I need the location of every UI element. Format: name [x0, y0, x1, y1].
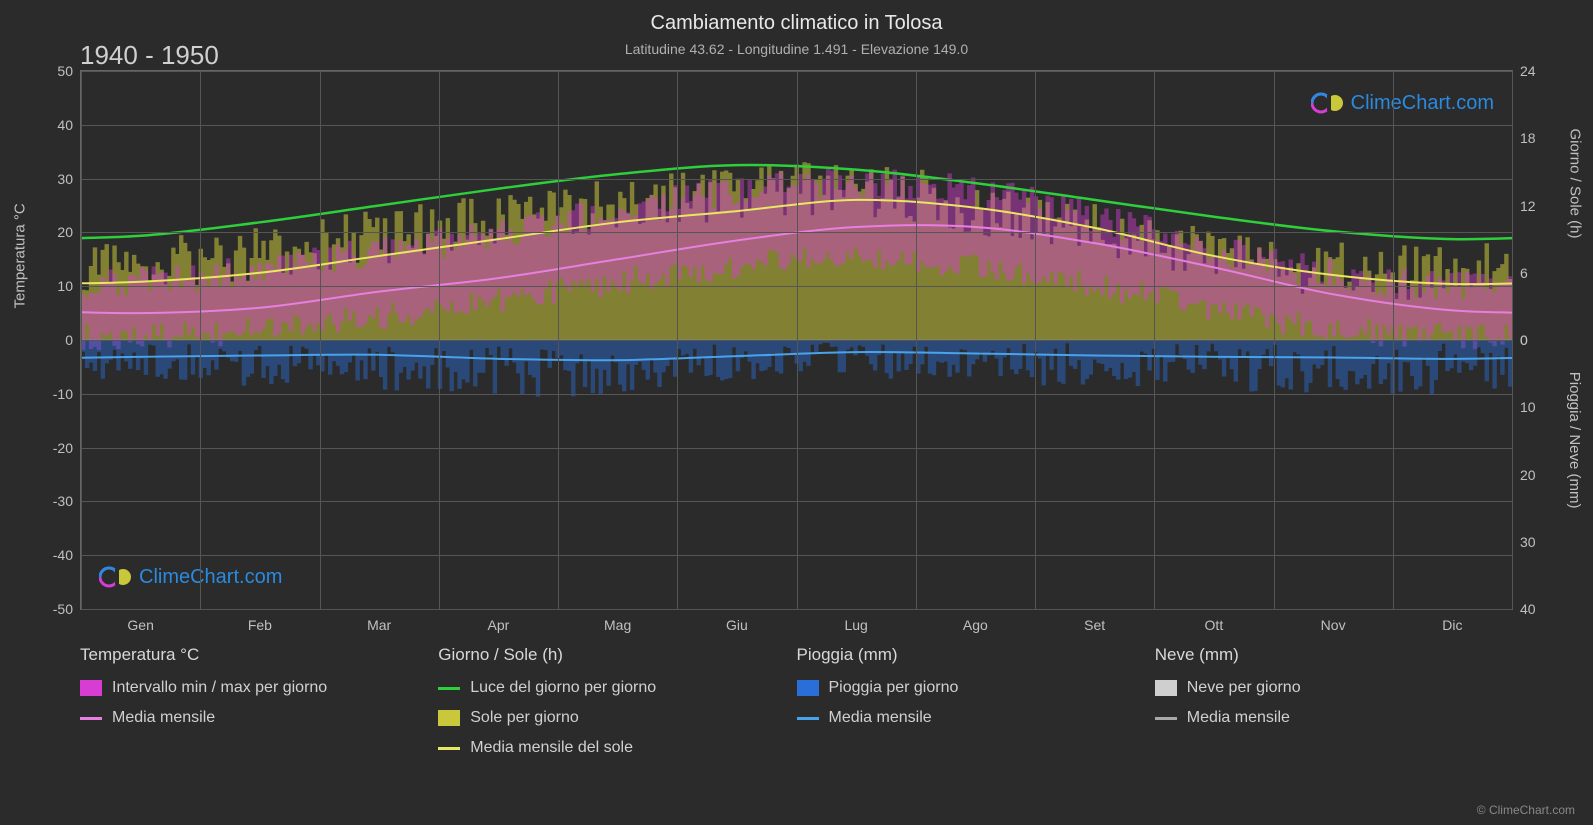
- legend-title: Temperatura °C: [80, 645, 418, 665]
- legend-column: Temperatura °C Intervallo min / max per g…: [80, 645, 438, 769]
- legend-swatch: [797, 680, 819, 696]
- legend-swatch: [1155, 717, 1177, 720]
- y-left-tick: 0: [65, 332, 73, 348]
- x-month-tick: Ago: [963, 617, 988, 633]
- legend: Temperatura °C Intervallo min / max per g…: [80, 645, 1513, 769]
- y-left-tick: 40: [57, 117, 73, 133]
- y-left-tick: 10: [57, 278, 73, 294]
- y-left-tick: -10: [53, 386, 73, 402]
- watermark-text: ClimeChart.com: [1351, 92, 1494, 115]
- legend-label: Media mensile: [829, 709, 932, 727]
- legend-item: Media mensile del sole: [438, 739, 776, 757]
- y-left-tick: -40: [53, 547, 73, 563]
- legend-label: Pioggia per giorno: [829, 679, 959, 697]
- y-right-top-tick: 18: [1520, 130, 1536, 146]
- x-month-tick: Ott: [1205, 617, 1224, 633]
- y-axis-left-label: Temperatura °C: [12, 203, 29, 308]
- legend-column: Pioggia (mm) Pioggia per giorno Media mens…: [797, 645, 1155, 769]
- x-month-tick: Dic: [1442, 617, 1462, 633]
- legend-label: Intervallo min / max per giorno: [112, 679, 327, 697]
- chart-subtitle: Latitudine 43.62 - Longitudine 1.491 - E…: [0, 35, 1593, 57]
- legend-swatch: [797, 717, 819, 720]
- x-month-tick: Nov: [1321, 617, 1346, 633]
- x-month-tick: Apr: [487, 617, 509, 633]
- chart-title: Cambiamento climatico in Tolosa: [0, 0, 1593, 35]
- x-month-tick: Giu: [726, 617, 748, 633]
- y-right-top-tick: 6: [1520, 265, 1528, 281]
- legend-item: Pioggia per giorno: [797, 679, 1135, 697]
- x-month-tick: Feb: [248, 617, 272, 633]
- legend-label: Media mensile del sole: [470, 739, 633, 757]
- y-axis-right-bottom-label: Pioggia / Neve (mm): [1567, 372, 1584, 509]
- legend-item: Media mensile: [80, 709, 418, 727]
- legend-label: Sole per giorno: [470, 709, 579, 727]
- watermark-bottom: ClimeChart.com: [99, 563, 282, 591]
- legend-title: Neve (mm): [1155, 645, 1493, 665]
- legend-swatch: [1155, 680, 1177, 696]
- legend-label: Luce del giorno per giorno: [470, 679, 656, 697]
- watermark-top: ClimeChart.com: [1311, 89, 1494, 117]
- x-month-tick: Mag: [604, 617, 631, 633]
- y-left-tick: 50: [57, 63, 73, 79]
- y-right-bottom-tick: 10: [1520, 399, 1536, 415]
- y-right-bottom-tick: 0: [1520, 332, 1528, 348]
- legend-column: Giorno / Sole (h) Luce del giorno per gio…: [438, 645, 796, 769]
- legend-label: Media mensile: [112, 709, 215, 727]
- y-left-tick: -50: [53, 601, 73, 617]
- watermark-text: ClimeChart.com: [139, 566, 282, 589]
- legend-label: Neve per giorno: [1187, 679, 1301, 697]
- legend-item: Media mensile: [1155, 709, 1493, 727]
- legend-item: Neve per giorno: [1155, 679, 1493, 697]
- x-month-tick: Gen: [127, 617, 153, 633]
- x-month-tick: Mar: [367, 617, 391, 633]
- y-axis-right-top-label: Giorno / Sole (h): [1567, 128, 1584, 238]
- legend-item: Luce del giorno per giorno: [438, 679, 776, 697]
- y-left-tick: -30: [53, 493, 73, 509]
- legend-swatch: [438, 710, 460, 726]
- x-month-tick: Lug: [844, 617, 867, 633]
- y-right-top-tick: 24: [1520, 63, 1536, 79]
- y-left-tick: 20: [57, 224, 73, 240]
- y-right-bottom-tick: 20: [1520, 467, 1536, 483]
- legend-swatch: [80, 680, 102, 696]
- y-right-bottom-tick: 40: [1520, 601, 1536, 617]
- y-left-tick: 30: [57, 171, 73, 187]
- legend-title: Giorno / Sole (h): [438, 645, 776, 665]
- legend-swatch: [438, 687, 460, 690]
- climate-chart: Cambiamento climatico in Tolosa Latitudi…: [0, 0, 1593, 825]
- legend-item: Media mensile: [797, 709, 1135, 727]
- brand-icon: [1311, 89, 1345, 117]
- y-right-top-tick: 12: [1520, 198, 1536, 214]
- x-month-tick: Set: [1084, 617, 1105, 633]
- plot-area: ClimeChart.com ClimeChart.com -50-40-30-…: [80, 70, 1513, 610]
- legend-title: Pioggia (mm): [797, 645, 1135, 665]
- legend-item: Sole per giorno: [438, 709, 776, 727]
- legend-item: Intervallo min / max per giorno: [80, 679, 418, 697]
- legend-swatch: [80, 717, 102, 720]
- y-left-tick: -20: [53, 440, 73, 456]
- y-right-bottom-tick: 30: [1520, 534, 1536, 550]
- copyright: © ClimeChart.com: [1477, 803, 1575, 817]
- legend-swatch: [438, 747, 460, 750]
- legend-label: Media mensile: [1187, 709, 1290, 727]
- period-label: 1940 - 1950: [80, 40, 219, 71]
- legend-column: Neve (mm) Neve per giorno Media mensile: [1155, 645, 1513, 769]
- brand-icon: [99, 563, 133, 591]
